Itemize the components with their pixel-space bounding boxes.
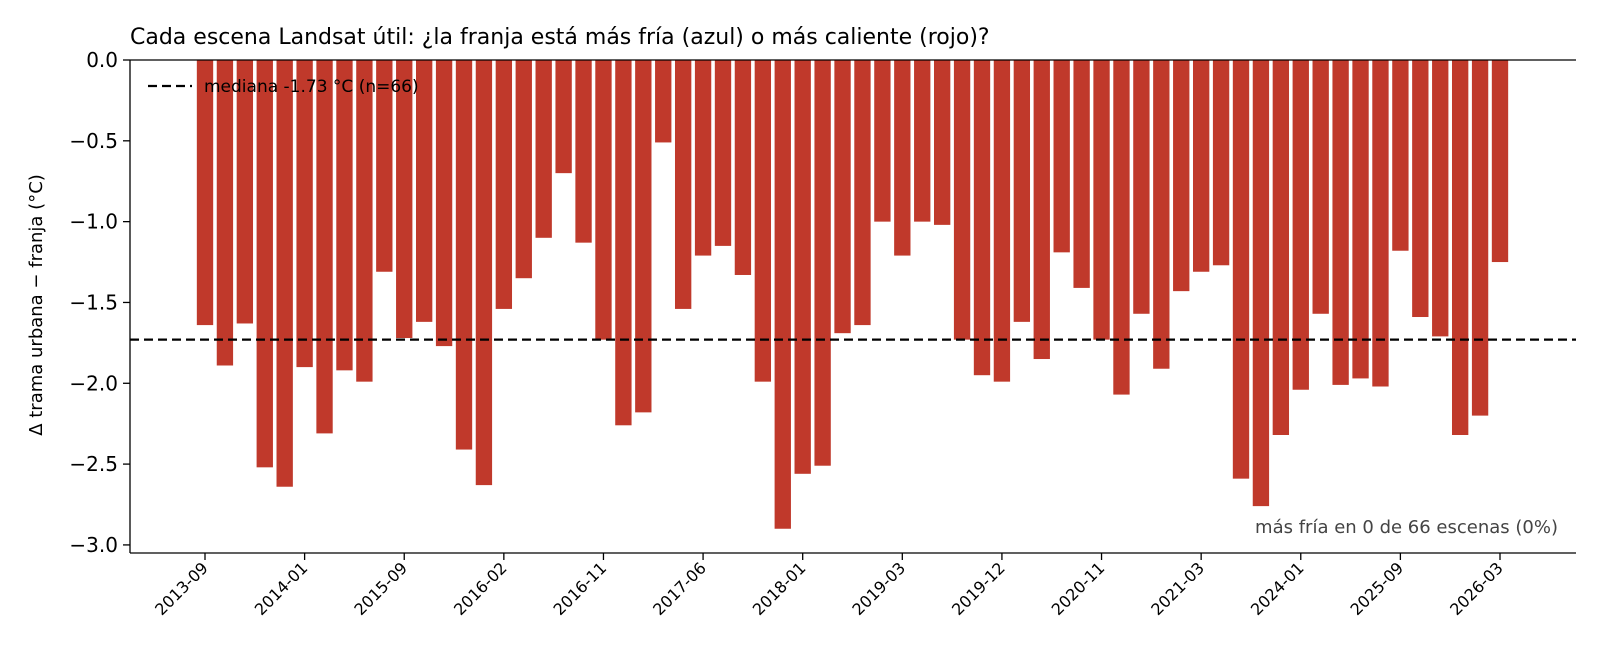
bar bbox=[1432, 60, 1449, 337]
bar bbox=[1153, 60, 1170, 369]
x-tick-label: 2018-01 bbox=[749, 558, 810, 619]
bar bbox=[555, 60, 572, 174]
bar bbox=[356, 60, 373, 382]
bar bbox=[1312, 60, 1329, 314]
bar bbox=[316, 60, 333, 434]
bar bbox=[575, 60, 592, 243]
y-tick-label: −0.5 bbox=[69, 129, 118, 153]
bar bbox=[1173, 60, 1190, 292]
bar bbox=[933, 60, 951, 225]
bar bbox=[1471, 60, 1489, 416]
bar bbox=[1332, 60, 1349, 385]
bar bbox=[256, 60, 273, 468]
x-tick-label: 2024-01 bbox=[1247, 558, 1308, 619]
bar bbox=[415, 60, 433, 322]
x-tick-label: 2021-03 bbox=[1147, 558, 1208, 619]
x-tick-label: 2017-06 bbox=[649, 558, 710, 619]
y-tick-label: −1.5 bbox=[69, 290, 118, 314]
bar bbox=[396, 60, 413, 339]
bar bbox=[1053, 60, 1070, 253]
bar bbox=[1073, 60, 1090, 288]
bar bbox=[296, 60, 313, 368]
bar bbox=[1013, 60, 1031, 322]
bar bbox=[495, 60, 513, 309]
bar bbox=[1272, 60, 1290, 435]
y-tick-label: −2.0 bbox=[69, 371, 118, 395]
bar bbox=[1252, 60, 1270, 507]
y-tick-label: −3.0 bbox=[69, 533, 118, 557]
bar bbox=[953, 60, 971, 340]
bar bbox=[774, 60, 791, 529]
bar bbox=[1093, 60, 1110, 340]
bar bbox=[1392, 60, 1409, 251]
bar bbox=[734, 60, 752, 275]
bar bbox=[376, 60, 393, 272]
x-tick-label: 2016-02 bbox=[450, 558, 511, 619]
x-tick-label: 2025-09 bbox=[1347, 558, 1408, 619]
x-tick-label: 2019-12 bbox=[948, 558, 1009, 619]
legend: mediana -1.73 °C (n=66) bbox=[148, 77, 419, 97]
bar bbox=[336, 60, 353, 371]
bar bbox=[993, 60, 1011, 382]
bar bbox=[694, 60, 712, 256]
x-tick-label: 2014-01 bbox=[251, 558, 312, 619]
bar bbox=[216, 60, 234, 366]
bar bbox=[655, 60, 672, 143]
bar bbox=[615, 60, 632, 426]
bar bbox=[1372, 60, 1389, 387]
bar bbox=[874, 60, 891, 222]
bar bbox=[1232, 60, 1250, 479]
bar bbox=[475, 60, 493, 486]
bar bbox=[595, 60, 612, 340]
bar bbox=[794, 60, 811, 474]
bar bbox=[834, 60, 851, 334]
bar bbox=[854, 60, 871, 326]
y-tick-label: −1.0 bbox=[69, 210, 118, 234]
bar bbox=[674, 60, 692, 309]
y-tick-label: −2.5 bbox=[69, 452, 118, 476]
x-tick-label: 2020-11 bbox=[1048, 558, 1109, 619]
bar bbox=[276, 60, 293, 487]
bar bbox=[1033, 60, 1050, 360]
annotation-text: más fría en 0 de 66 escenas (0%) bbox=[1255, 517, 1558, 538]
y-tick-label: 0.0 bbox=[86, 48, 118, 72]
bar bbox=[515, 60, 532, 279]
bar bbox=[1212, 60, 1230, 266]
x-tick-label: 2026-03 bbox=[1446, 558, 1507, 619]
bar bbox=[1192, 60, 1210, 272]
x-tick-label: 2015-09 bbox=[350, 558, 411, 619]
bar bbox=[1491, 60, 1509, 263]
bar bbox=[1412, 60, 1429, 318]
bar bbox=[1451, 60, 1469, 435]
bar bbox=[1113, 60, 1130, 395]
y-axis-label: Δ trama urbana − franja (°C) bbox=[26, 174, 47, 436]
chart-title: Cada escena Landsat útil: ¿la franja est… bbox=[130, 25, 990, 50]
bar bbox=[914, 60, 931, 222]
bar bbox=[455, 60, 473, 450]
bar bbox=[1352, 60, 1369, 379]
bar bbox=[1133, 60, 1150, 314]
x-tick-label: 2019-03 bbox=[848, 558, 909, 619]
bars-group bbox=[196, 60, 1509, 529]
bar bbox=[1292, 60, 1309, 390]
x-tick-label: 2016-11 bbox=[550, 558, 611, 619]
bar bbox=[754, 60, 772, 382]
bar bbox=[814, 60, 831, 466]
bar bbox=[714, 60, 732, 246]
bar bbox=[894, 60, 911, 256]
bar bbox=[435, 60, 453, 347]
bar bbox=[973, 60, 991, 376]
bar bbox=[635, 60, 652, 413]
bar bbox=[196, 60, 214, 326]
x-tick-label: 2013-09 bbox=[151, 558, 212, 619]
bar bbox=[535, 60, 552, 238]
legend-label: mediana -1.73 °C (n=66) bbox=[204, 77, 419, 97]
bar bbox=[236, 60, 254, 324]
